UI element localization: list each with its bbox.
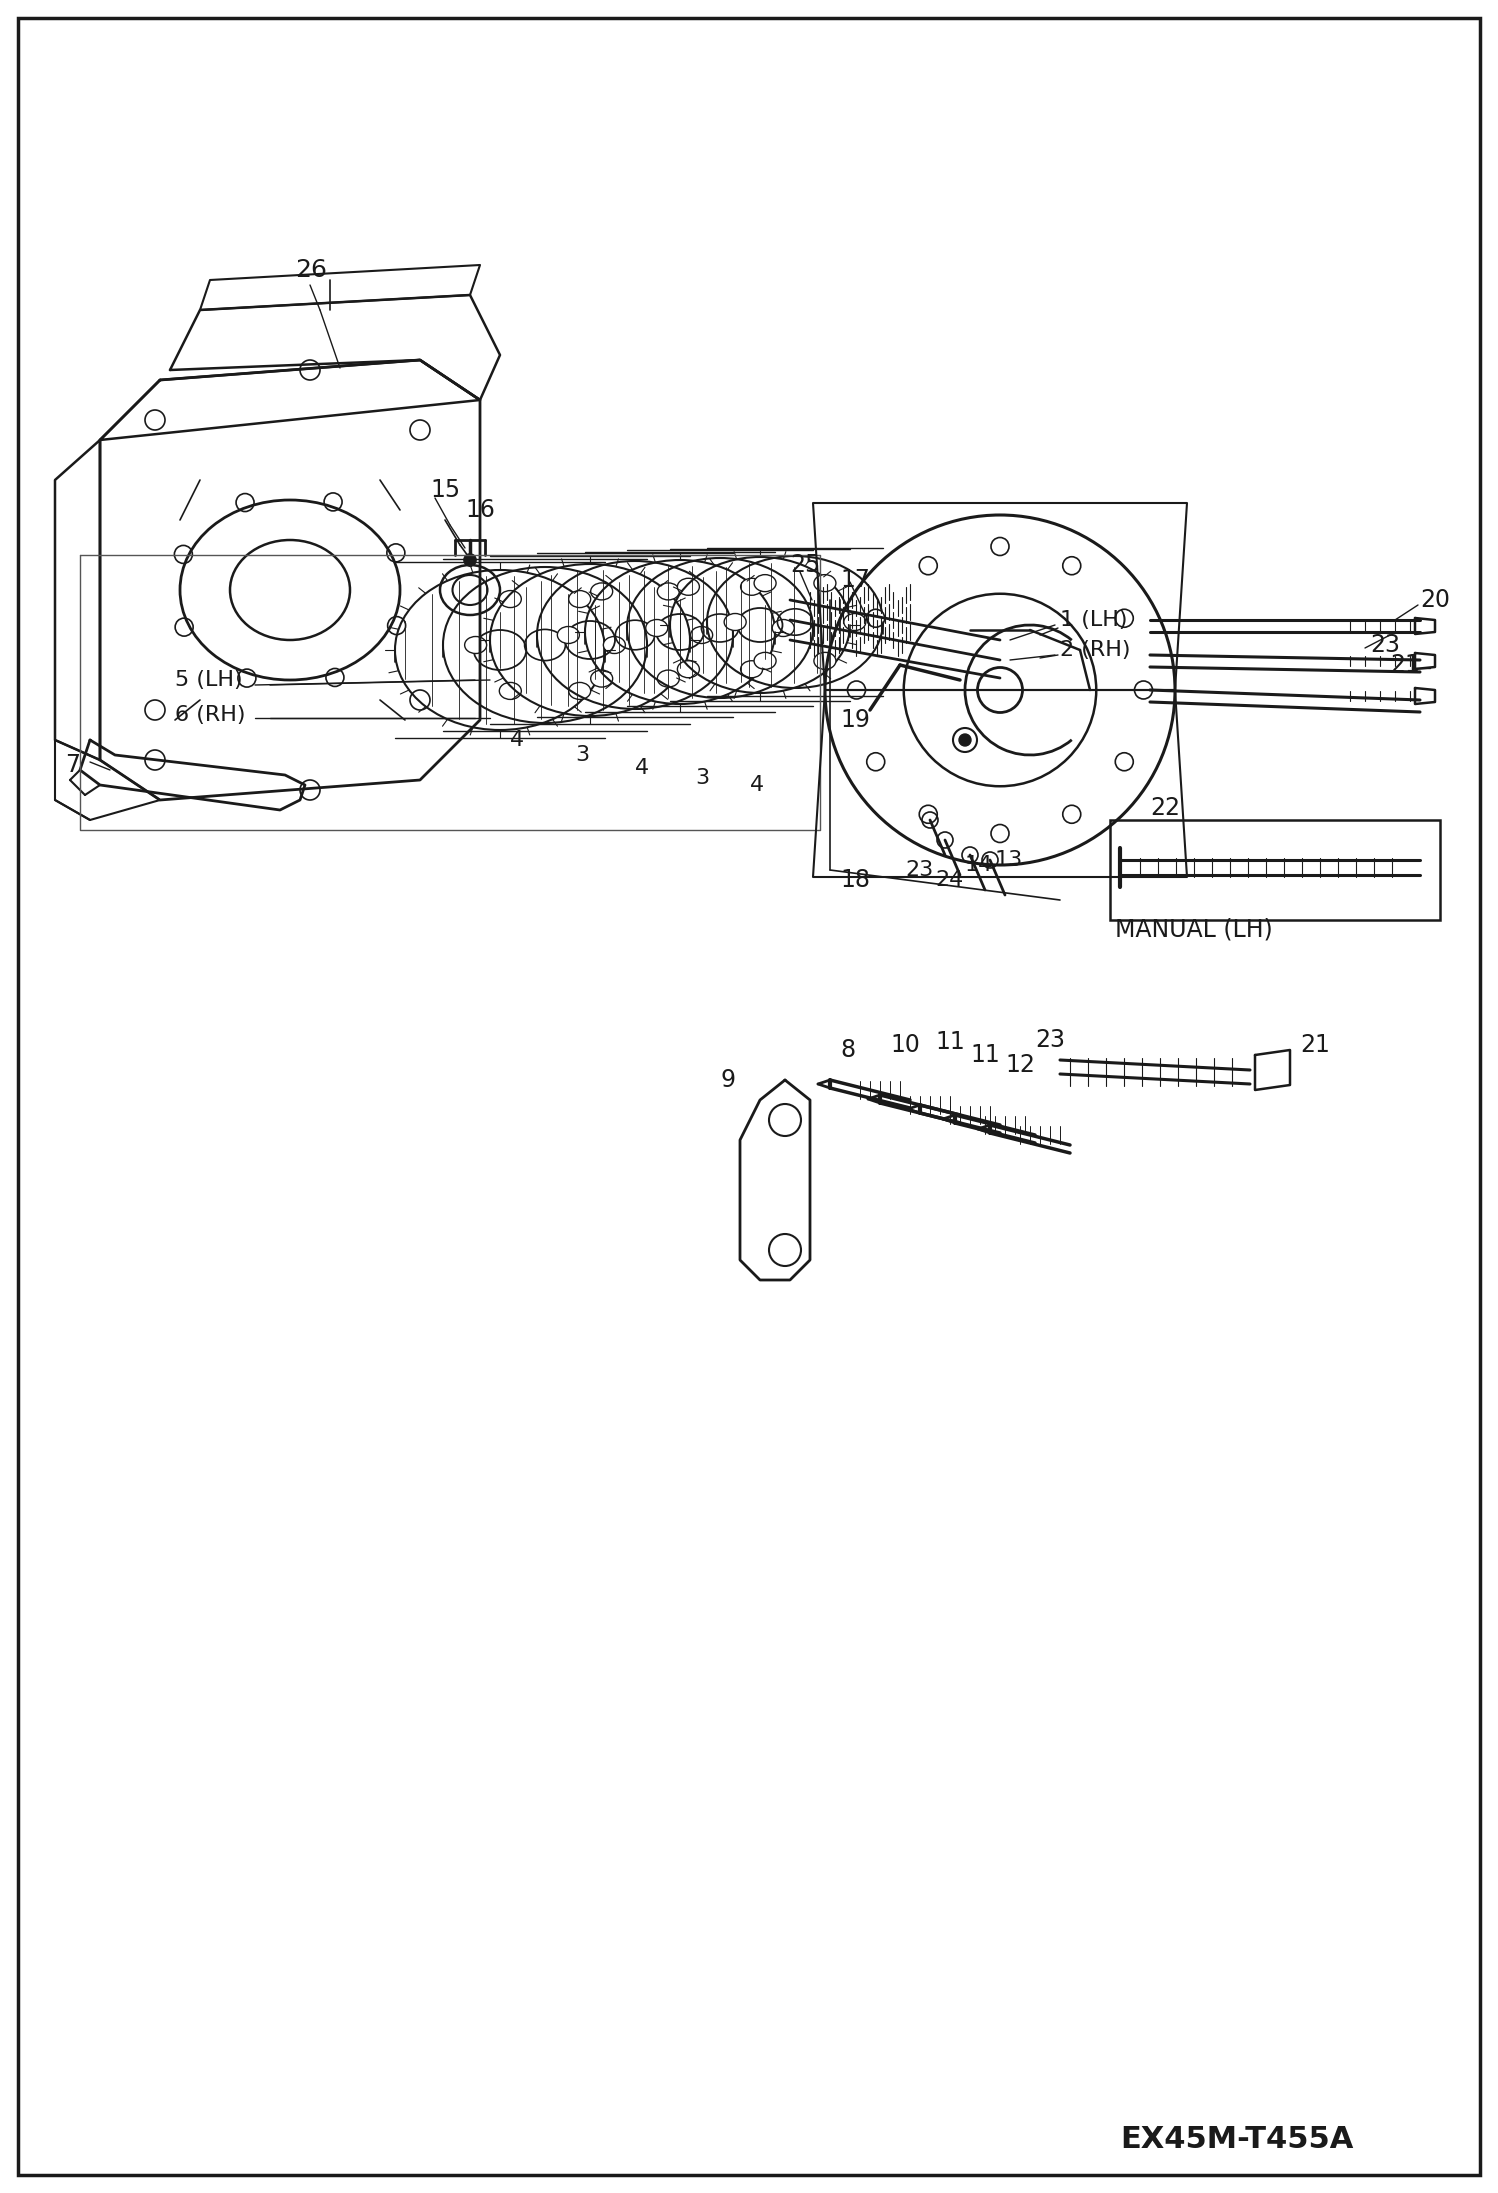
Text: 21: 21 <box>1300 1033 1330 1057</box>
Circle shape <box>1116 610 1134 627</box>
Text: MANUAL (LH): MANUAL (LH) <box>1115 919 1273 943</box>
Text: 19: 19 <box>840 708 870 732</box>
Ellipse shape <box>677 660 700 678</box>
Circle shape <box>920 805 938 822</box>
Text: 24: 24 <box>935 871 963 890</box>
Text: 21: 21 <box>1390 654 1420 678</box>
Ellipse shape <box>724 614 746 632</box>
Ellipse shape <box>590 671 613 686</box>
Text: 9: 9 <box>721 1068 736 1092</box>
Text: 16: 16 <box>464 498 494 522</box>
Text: 14: 14 <box>965 855 993 875</box>
Ellipse shape <box>753 575 776 592</box>
Text: 3: 3 <box>695 768 709 787</box>
Text: EX45M-T455A: EX45M-T455A <box>1121 2125 1353 2154</box>
Ellipse shape <box>499 682 521 700</box>
Ellipse shape <box>499 590 521 607</box>
Text: 11: 11 <box>935 1031 965 1055</box>
Ellipse shape <box>753 651 776 669</box>
Text: 23: 23 <box>1035 1029 1065 1053</box>
Bar <box>1110 820 1440 921</box>
Circle shape <box>1062 805 1080 822</box>
Text: 4: 4 <box>750 774 764 796</box>
Circle shape <box>1134 682 1152 700</box>
Ellipse shape <box>557 627 580 643</box>
Text: 5 (LH): 5 (LH) <box>175 671 243 691</box>
Circle shape <box>992 537 1010 555</box>
Text: 6 (RH): 6 (RH) <box>175 704 246 726</box>
Circle shape <box>1062 557 1080 575</box>
Ellipse shape <box>569 682 590 700</box>
Text: 11: 11 <box>971 1044 999 1068</box>
Text: 12: 12 <box>1005 1053 1035 1077</box>
Text: 22: 22 <box>1150 796 1180 820</box>
Ellipse shape <box>813 651 836 669</box>
Circle shape <box>867 752 885 770</box>
Circle shape <box>1116 752 1134 770</box>
Text: 13: 13 <box>995 851 1023 871</box>
Text: 17: 17 <box>840 568 870 592</box>
Text: 20: 20 <box>1420 588 1450 612</box>
Circle shape <box>959 735 971 746</box>
Text: 3: 3 <box>575 746 589 765</box>
Text: 15: 15 <box>430 478 460 502</box>
Text: 4: 4 <box>509 730 524 750</box>
Text: 18: 18 <box>840 868 870 893</box>
Ellipse shape <box>740 579 762 594</box>
Ellipse shape <box>843 614 866 632</box>
Text: 23: 23 <box>1371 634 1401 658</box>
Text: 1 (LH): 1 (LH) <box>1061 610 1128 629</box>
Text: 7: 7 <box>64 752 79 776</box>
Ellipse shape <box>658 671 679 686</box>
Text: 10: 10 <box>890 1033 920 1057</box>
Ellipse shape <box>604 636 625 654</box>
Ellipse shape <box>464 636 487 654</box>
Circle shape <box>464 555 476 566</box>
Ellipse shape <box>569 590 590 607</box>
Circle shape <box>992 825 1010 842</box>
Ellipse shape <box>691 627 713 643</box>
Text: 8: 8 <box>840 1037 855 1061</box>
Ellipse shape <box>740 660 762 678</box>
Text: 2 (RH): 2 (RH) <box>1061 640 1131 660</box>
Ellipse shape <box>658 583 679 601</box>
Circle shape <box>920 557 938 575</box>
Ellipse shape <box>646 618 668 636</box>
Ellipse shape <box>773 618 794 636</box>
Circle shape <box>848 682 866 700</box>
Ellipse shape <box>590 583 613 601</box>
Text: 4: 4 <box>635 759 649 779</box>
Circle shape <box>867 610 885 627</box>
Text: 25: 25 <box>789 553 821 577</box>
Ellipse shape <box>677 579 700 594</box>
Ellipse shape <box>813 575 836 592</box>
Text: 23: 23 <box>905 860 933 879</box>
Text: 26: 26 <box>295 259 327 283</box>
